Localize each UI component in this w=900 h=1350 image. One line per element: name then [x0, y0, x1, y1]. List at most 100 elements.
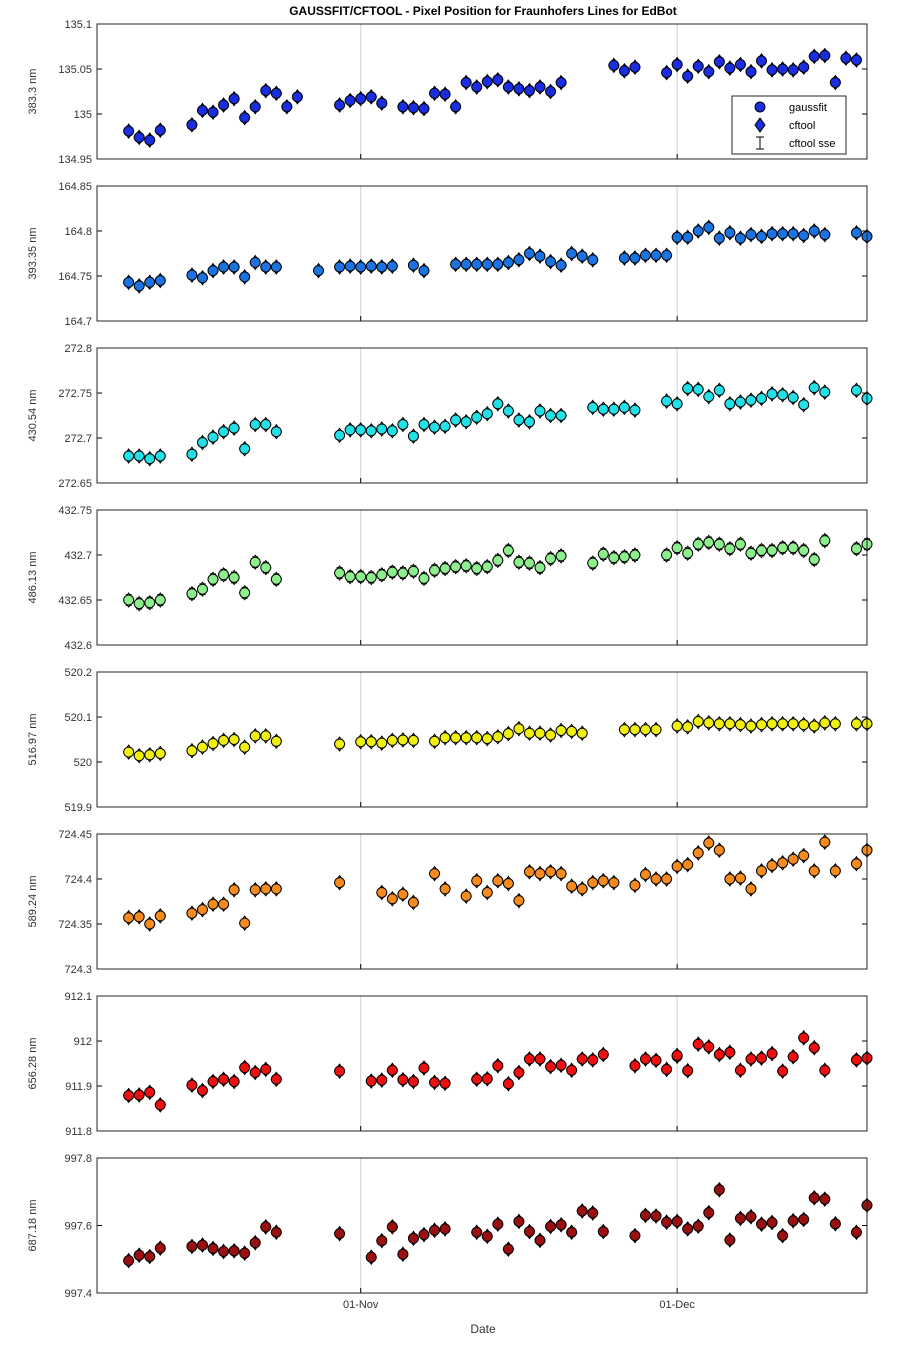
- data-point: [671, 858, 683, 875]
- data-point: [734, 230, 747, 247]
- gaussfit-marker: [545, 866, 557, 878]
- data-point: [207, 571, 219, 588]
- data-point: [787, 539, 799, 556]
- data-point: [439, 1075, 451, 1092]
- gaussfit-marker: [850, 54, 862, 66]
- gaussfit-marker: [808, 50, 820, 62]
- gaussfit-marker: [534, 1234, 546, 1246]
- gaussfit-marker: [819, 836, 831, 848]
- data-point: [471, 729, 483, 746]
- gaussfit-marker: [671, 1049, 683, 1061]
- data-point: [850, 224, 863, 241]
- gaussfit-marker: [713, 538, 725, 550]
- gaussfit-marker: [555, 1219, 567, 1231]
- gaussfit-marker: [218, 1245, 230, 1257]
- gaussfit-marker: [713, 384, 725, 396]
- gaussfit-marker: [386, 1064, 398, 1076]
- gaussfit-marker: [207, 1242, 219, 1254]
- gaussfit-marker: [829, 1218, 841, 1230]
- gaussfit-marker: [576, 250, 588, 262]
- data-point: [523, 1051, 536, 1067]
- data-point: [407, 257, 420, 274]
- data-point: [608, 401, 620, 418]
- gaussfit-marker: [787, 718, 799, 730]
- gaussfit-marker: [386, 260, 398, 272]
- gaussfit-marker: [249, 730, 261, 742]
- data-point: [534, 559, 546, 576]
- data-point: [249, 554, 261, 571]
- gaussfit-marker: [344, 260, 356, 272]
- data-point: [270, 733, 282, 750]
- gaussfit-marker: [133, 598, 145, 610]
- data-point: [239, 269, 251, 285]
- gaussfit-marker: [798, 1213, 810, 1225]
- gaussfit-marker: [713, 1184, 725, 1196]
- data-point: [239, 1245, 251, 1262]
- gaussfit-marker: [618, 724, 630, 736]
- gaussfit-marker: [144, 276, 156, 288]
- gaussfit-marker: [534, 727, 546, 739]
- data-point: [365, 1073, 377, 1089]
- data-point: [376, 884, 388, 901]
- gaussfit-marker: [777, 542, 789, 554]
- gaussfit-marker: [745, 394, 757, 406]
- gaussfit-marker: [787, 1051, 799, 1063]
- data-point: [671, 1047, 683, 1064]
- gaussfit-marker: [829, 865, 841, 877]
- gaussfit-marker: [471, 732, 483, 744]
- data-point: [471, 1071, 483, 1088]
- gaussfit-marker: [597, 548, 609, 560]
- gaussfit-marker: [819, 50, 831, 61]
- gaussfit-marker: [376, 97, 388, 109]
- y-tick-label: 519.9: [64, 802, 92, 814]
- gaussfit-marker: [334, 1065, 346, 1077]
- data-point: [492, 1057, 504, 1074]
- gaussfit-marker: [249, 257, 261, 268]
- gaussfit-marker: [239, 112, 251, 124]
- gaussfit-marker: [492, 74, 504, 86]
- gaussfit-marker: [513, 254, 525, 266]
- gaussfit-marker: [376, 737, 388, 749]
- gaussfit-marker: [734, 1064, 746, 1076]
- gaussfit-marker: [196, 741, 208, 753]
- data-point: [270, 881, 282, 897]
- data-point: [660, 547, 673, 563]
- gaussfit-marker: [239, 917, 251, 929]
- data-point: [196, 1082, 209, 1099]
- gaussfit-marker: [376, 1235, 388, 1247]
- gaussfit-marker: [407, 259, 419, 271]
- y-tick-label: 135.05: [58, 64, 92, 76]
- data-point: [523, 245, 536, 262]
- gaussfit-marker: [523, 416, 535, 428]
- gaussfit-marker: [154, 747, 166, 759]
- data-point: [228, 881, 240, 898]
- gaussfit-marker: [471, 258, 483, 270]
- data-point: [660, 1214, 673, 1230]
- gaussfit-marker: [745, 1053, 757, 1065]
- data-point: [502, 725, 514, 742]
- gaussfit-marker: [661, 1216, 673, 1228]
- data-point: [798, 227, 810, 244]
- data-point: [228, 1242, 240, 1259]
- data-point: [787, 851, 799, 868]
- gaussfit-marker: [471, 875, 483, 887]
- data-point: [260, 728, 272, 744]
- data-point: [819, 1191, 831, 1208]
- data-point: [439, 881, 451, 897]
- gaussfit-marker: [819, 717, 831, 729]
- gaussfit-marker: [460, 77, 472, 88]
- data-point: [787, 1048, 799, 1065]
- gaussfit-marker: [671, 542, 683, 554]
- data-point: [544, 253, 557, 270]
- gaussfit-marker: [355, 424, 367, 436]
- data-point: [682, 719, 694, 735]
- gaussfit-marker: [545, 256, 557, 268]
- gaussfit-marker: [270, 1073, 282, 1085]
- data-point: [418, 100, 430, 117]
- gaussfit-marker: [808, 1192, 820, 1204]
- data-point: [502, 254, 514, 271]
- gaussfit-marker: [566, 725, 578, 737]
- data-point: [798, 59, 810, 76]
- gaussfit-marker: [365, 425, 377, 437]
- gaussfit-marker: [629, 1230, 641, 1242]
